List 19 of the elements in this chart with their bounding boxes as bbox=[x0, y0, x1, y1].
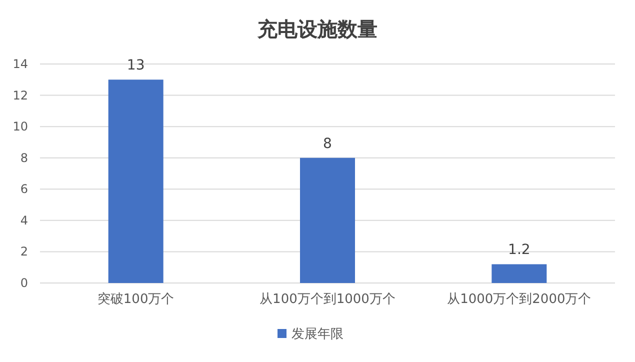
y-tick-label: 14 bbox=[12, 57, 28, 71]
bar bbox=[108, 80, 164, 283]
legend-label: 发展年限 bbox=[292, 327, 344, 342]
data-label: 8 bbox=[323, 136, 332, 152]
data-label: 1.2 bbox=[508, 242, 530, 258]
x-tick-label: 从100万个到1000万个 bbox=[260, 292, 396, 307]
data-label: 13 bbox=[126, 58, 145, 74]
y-tick-label: 4 bbox=[20, 213, 28, 228]
y-tick-label: 12 bbox=[12, 88, 28, 102]
y-tick-label: 8 bbox=[20, 150, 28, 165]
y-tick-label: 2 bbox=[20, 244, 28, 259]
bar bbox=[300, 158, 355, 283]
y-tick-label: 10 bbox=[12, 120, 28, 134]
y-tick-label: 0 bbox=[20, 276, 28, 290]
y-tick-label: 6 bbox=[20, 182, 28, 196]
x-tick-label: 突破100万个 bbox=[97, 292, 174, 307]
chart-title: 充电设施数量 bbox=[256, 17, 378, 41]
x-tick-label: 从1000万个到2000万个 bbox=[447, 292, 592, 307]
bar bbox=[492, 264, 547, 283]
